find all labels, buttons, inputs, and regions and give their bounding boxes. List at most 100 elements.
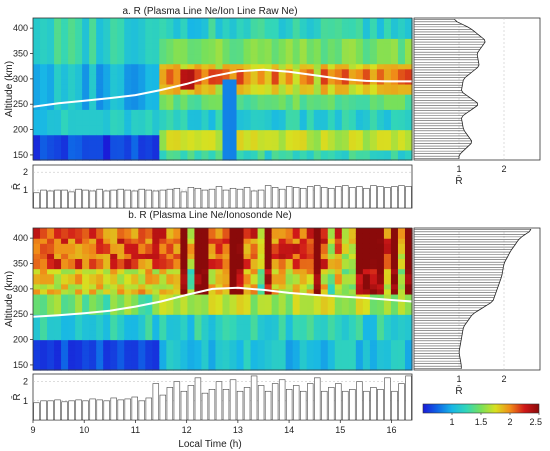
heatmap-cell [145,329,153,336]
heatmap-cell [47,304,55,310]
heatmap-cell [376,238,385,244]
heatmap-cell [229,344,238,351]
heatmap-cell [75,283,83,290]
heatmap-cell [124,78,132,85]
heatmap-cell [47,314,55,320]
heatmap-cell [208,354,217,361]
heatmap-cell [264,94,273,100]
heatmap-cell [40,83,48,90]
heatmap-cell [159,48,167,55]
heatmap-cell [334,139,343,146]
heatmap-cell [194,53,203,60]
heatmap-cell [285,94,294,100]
heatmap-cell [166,33,174,39]
heatmap-cell [390,149,399,156]
heatmap-cell [285,253,294,260]
heatmap-cell [250,253,259,260]
heatmap-cell [397,349,406,356]
heatmap-cell [257,78,266,85]
heatmap-cell [236,53,245,60]
heatmap-cell [117,109,125,115]
heatmap-cell [285,309,294,315]
heatmap-cell [159,278,167,285]
heatmap-cell [264,238,273,244]
side-profile-tick-label: 1 [456,374,461,384]
heatmap-cell [334,99,343,105]
heatmap-cell [327,359,336,366]
heatmap-cell [327,68,336,75]
heatmap-cell [390,18,399,24]
heatmap-cell [75,154,83,161]
heatmap-cell [355,73,364,80]
heatmap-cell [166,288,174,295]
heatmap-cell [306,104,315,110]
heatmap-cell [159,364,167,371]
heatmap-cell [341,78,350,85]
heatmap-cell [152,154,160,161]
heatmap-cell [103,94,111,100]
heatmap-cell [327,238,336,244]
heatmap-cell [131,144,139,151]
heatmap-cell [138,288,146,295]
heatmap-cell [327,134,336,141]
heatmap-cell [61,119,69,126]
heatmap-cell [320,28,329,34]
heatmap-cell [355,349,364,356]
heatmap-cell [334,53,343,60]
heatmap-cell [103,53,111,60]
heatmap-cell [75,94,83,100]
heatmap-cell [278,104,287,110]
heatmap-cell [327,119,336,126]
heatmap-cell [208,99,217,105]
heatmap-cell [110,129,118,136]
heatmap-cell [376,293,385,300]
heatmap-cell [348,109,357,115]
heatmap-cell [138,18,146,24]
heatmap-cell [355,309,364,315]
heatmap-cell [313,53,322,60]
heatmap-cell [376,144,385,151]
heatmap-cell [369,28,378,34]
heatmap-cell [103,253,111,260]
heatmap-cell [320,334,329,341]
heatmap-cell [341,364,350,371]
heatmap-cell [68,43,76,50]
heatmap-cell [54,83,62,90]
heatmap-cell [390,309,399,315]
heatmap-cell [313,293,322,300]
heatmap-cell [82,278,90,285]
heatmap-cell [341,144,350,151]
heatmap-cell [201,339,210,346]
heatmap-cell [194,273,203,280]
heatmap-cell [117,268,125,275]
heatmap-cell [320,299,329,305]
heatmap-cell [201,18,210,24]
heatmap-cell [292,134,301,141]
heatmap-cell [292,109,301,115]
heatmap-cell [61,114,69,121]
heatmap-cell [96,334,104,341]
heatmap-cell [264,43,273,50]
heatmap-cell [75,354,83,361]
heatmap-cell [152,273,160,280]
heatmap-cell [166,253,174,260]
heatmap-cell [369,329,378,336]
heatmap-cell [299,339,308,346]
heatmap-cell [180,89,189,95]
heatmap-cell [404,63,413,70]
heatmap-cell [376,94,385,100]
heatmap-cell [208,344,217,351]
heatmap-cell [152,324,160,331]
heatmap-cell [313,48,322,55]
heatmap-cell [33,58,41,65]
heatmap-cell [159,33,167,39]
heatmap-cell [362,228,371,234]
heatmap-cell [376,114,385,121]
heatmap-cell [313,273,322,280]
peak-altitude-line [32,286,413,318]
heatmap-cell [33,309,41,315]
heatmap-cell [173,129,181,136]
heatmap-cell [159,134,167,141]
heatmap-cell [152,283,160,290]
heatmap-cell [362,109,371,115]
